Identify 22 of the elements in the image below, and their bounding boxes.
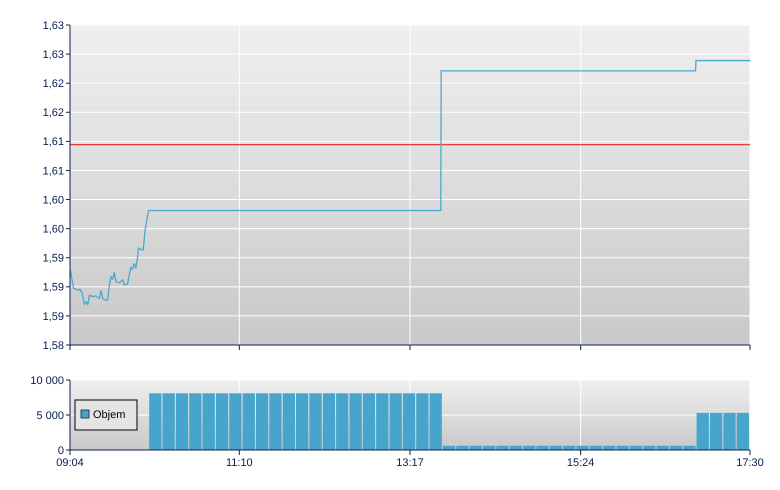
x-tick-label: 13:17 xyxy=(396,457,424,469)
x-tick-label: 11:10 xyxy=(226,457,253,469)
text: Objem xyxy=(93,409,126,421)
y-tick-label: 1,60 xyxy=(42,223,64,236)
x-tick-label: 17:30 xyxy=(736,457,764,469)
y-tick-label: 1,62 xyxy=(42,107,64,120)
y-tick-label: 0 xyxy=(58,444,64,457)
y-tick-label: 1,59 xyxy=(42,252,64,265)
y-tick-label: 1,60 xyxy=(42,194,64,206)
y-tick-label: 10 000 xyxy=(30,374,64,387)
y-tick-label: 1,63 xyxy=(42,20,64,32)
y-tick-label: 1,61 xyxy=(42,136,64,148)
y-tick-label: 1,62 xyxy=(42,78,64,90)
y-tick-label: 1,58 xyxy=(42,340,64,352)
x-tick-label: 15:24 xyxy=(566,457,594,469)
y-tick-label: 1,61 xyxy=(42,165,64,178)
line-series xyxy=(70,60,751,306)
y-tick-label: 1,59 xyxy=(42,310,64,323)
x-tick-label: 09:04 xyxy=(56,457,84,469)
y-tick-label: 1,59 xyxy=(42,282,64,294)
y-tick-label: 5 000 xyxy=(36,410,64,422)
y-tick-label: 1,63 xyxy=(42,48,64,61)
